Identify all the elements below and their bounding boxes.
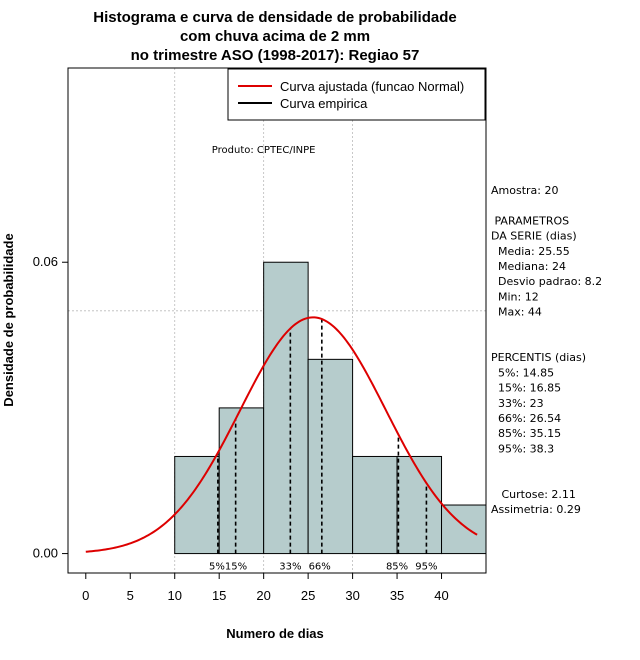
legend-label-empirical: Curva empirica xyxy=(280,96,368,111)
statistics-line-2: PARAMETROS xyxy=(491,214,569,227)
chart-title: Histograma e curva de densidade de proba… xyxy=(93,9,456,64)
x-tick-label-5: 25 xyxy=(301,588,315,603)
x-axis: 0 5 10 15 20 25 30 35 40 xyxy=(82,572,449,603)
title-line-1: Histograma e curva de densidade de proba… xyxy=(93,9,456,26)
percentile-label-3: 85% xyxy=(386,562,408,573)
statistics-line-5: Mediana: 24 xyxy=(491,260,566,273)
x-tick-label-4: 20 xyxy=(256,588,270,603)
histogram-bar-0 xyxy=(174,455,220,555)
statistics-line-3: DA SERIE (dias) xyxy=(491,230,577,243)
percentile-label-0: 5%15% xyxy=(209,562,247,573)
histogram-bar-3 xyxy=(307,358,354,555)
histogram-bar-6 xyxy=(441,504,487,555)
statistics-line-6: Desvio padrao: 8.2 xyxy=(491,275,602,288)
y-tick-label-1: 0.06 xyxy=(33,254,58,269)
percentile-labels: 5%15% 33% 66% 85% 95% xyxy=(209,562,437,573)
statistics-line-8: Max: 44 xyxy=(491,306,542,319)
x-tick-label-3: 15 xyxy=(212,588,226,603)
normal-curve-line xyxy=(85,316,478,553)
histogram-bar-1 xyxy=(218,407,265,555)
histogram-bar-2 xyxy=(263,261,309,555)
x-tick-label-6: 30 xyxy=(345,588,359,603)
y-axis-title: Densidade de probabilidade xyxy=(1,233,16,406)
statistics-line-17: 95%: 38.3 xyxy=(491,442,554,455)
x-axis-title: Numero de dias xyxy=(226,626,324,641)
statistics-line-13: 15%: 16.85 xyxy=(491,382,561,395)
statistics-line-20: Curtose: 2.11 xyxy=(491,488,576,501)
x-tick-label-2: 10 xyxy=(167,588,181,603)
statistics-panel: Amostra: 20 PARAMETROS DA SERIE (dias) Me… xyxy=(491,184,602,516)
normal-curve xyxy=(85,316,478,553)
statistics-line-21: Assimetria: 0.29 xyxy=(491,503,581,516)
title-line-3: no trimestre ASO (1998-2017): Regiao 57 xyxy=(131,47,420,64)
histogram-bars xyxy=(174,261,487,555)
percentile-lines xyxy=(217,319,428,554)
x-tick-label-1: 5 xyxy=(127,588,134,603)
legend-label-fitted: Curva ajustada (funcao Normal) xyxy=(280,79,464,94)
histogram-bar-4 xyxy=(352,455,398,555)
y-tick-label-0: 0.00 xyxy=(33,546,58,561)
percentile-label-4: 95% xyxy=(415,562,437,573)
statistics-line-16: 85%: 35.15 xyxy=(491,427,561,440)
percentile-label-2: 66% xyxy=(309,562,331,573)
product-annotation: Produto: CPTEC/INPE xyxy=(212,145,316,156)
title-line-2: com chuva acima de 2 mm xyxy=(180,28,370,45)
statistics-line-11: PERCENTIS (dias) xyxy=(491,351,586,364)
legend: Curva ajustada (funcao Normal) Curva emp… xyxy=(227,68,486,121)
statistics-line-0: Amostra: 20 xyxy=(491,184,558,197)
y-axis: 0.00 0.06 xyxy=(33,254,68,561)
percentile-label-1: 33% xyxy=(279,562,301,573)
statistics-line-7: Min: 12 xyxy=(491,290,539,303)
statistics-line-12: 5%: 14.85 xyxy=(491,366,554,379)
x-tick-label-8: 40 xyxy=(434,588,448,603)
statistics-line-14: 33%: 23 xyxy=(491,397,544,410)
x-tick-label-7: 35 xyxy=(390,588,404,603)
legend-box xyxy=(227,68,486,121)
statistics-line-4: Media: 25.55 xyxy=(491,245,570,258)
statistics-line-15: 66%: 26.54 xyxy=(491,412,561,425)
x-tick-label-0: 0 xyxy=(82,588,89,603)
